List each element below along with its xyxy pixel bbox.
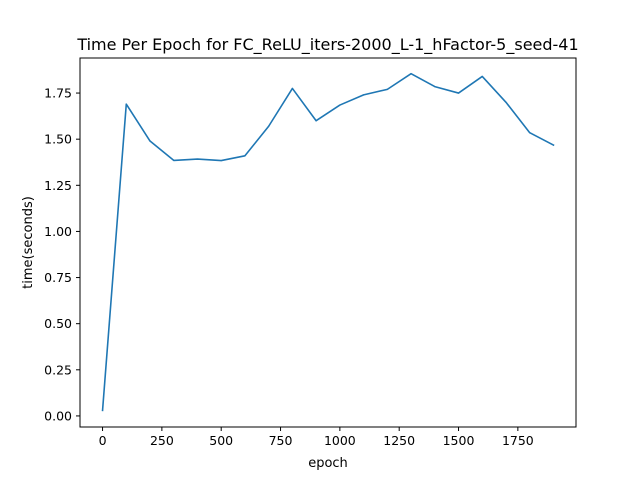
data-point [505,101,507,103]
x-tick-label: 500 [209,433,233,448]
data-point [362,94,365,96]
data-layer [101,72,555,412]
y-tick-label: 1.75 [44,86,72,101]
data-point [386,88,388,90]
plot-area-frame [79,57,577,428]
data-point [457,92,460,94]
y-axis-label: time(seconds) [21,196,36,289]
y-tick-label: 1.00 [44,224,72,239]
data-point [149,140,151,142]
data-point [220,159,222,162]
x-axis-label: epoch [308,456,348,471]
data-point [481,75,483,78]
y-tick-label: 1.50 [44,132,72,147]
data-point [125,103,127,105]
x-tick-label: 0 [99,433,107,448]
data-point [434,85,436,88]
x-tick-label: 750 [269,433,293,448]
data-point [529,132,531,134]
y-tick-label: 0.50 [44,316,72,331]
y-tick-label: 1.25 [44,178,72,193]
series-line-time [101,72,555,412]
data-point [244,155,246,157]
data-point [552,144,555,146]
x-tick-label: 250 [150,433,174,448]
data-point [268,125,270,127]
x-tick-label: 1250 [383,433,415,448]
data-point [101,409,104,411]
data-point [410,73,412,75]
y-tick-label: 0.00 [44,408,72,423]
y-tick-label: 0.75 [44,270,72,285]
data-point [315,120,317,122]
data-point [173,159,175,161]
x-tick-label: 1750 [502,433,534,448]
x-tick-label: 1500 [443,433,475,448]
x-tick-label: 1000 [324,433,356,448]
ticks-layer: 0 250 500 750 1000 1250 1500 1750 0.00 0.25 0.50 0.… [44,86,534,448]
data-point [196,158,199,160]
y-tick-label: 0.25 [44,362,72,377]
chart-title: Time Per Epoch for FC_ReLU_iters-2000_L-… [76,35,578,55]
data-point [339,104,341,106]
data-point [291,87,294,90]
